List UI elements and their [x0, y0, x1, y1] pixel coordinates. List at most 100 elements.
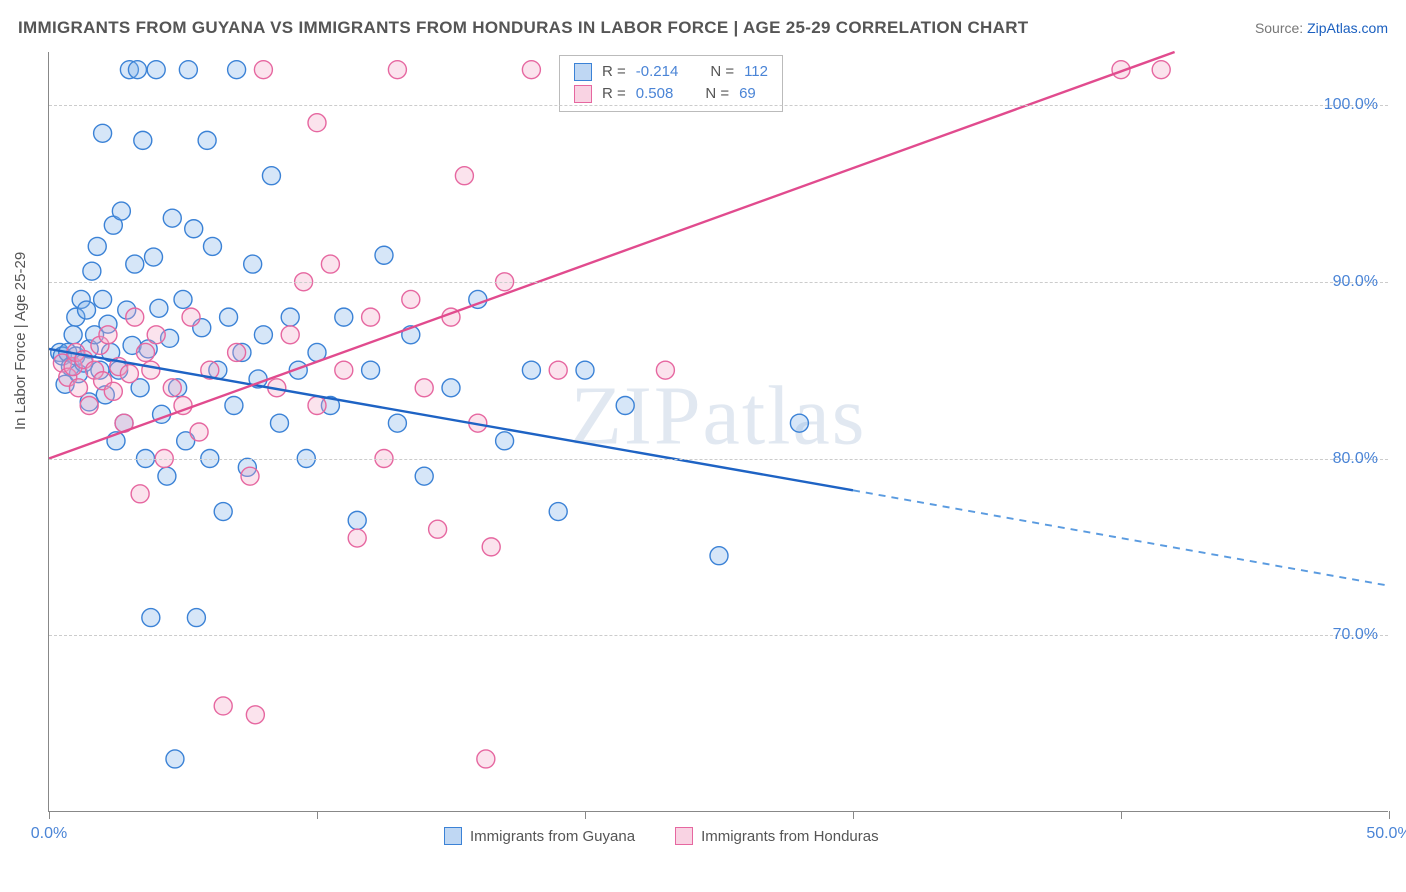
scatter-point [163, 209, 181, 227]
source-label: Source: [1255, 20, 1303, 36]
swatch-honduras-icon [574, 85, 592, 103]
scatter-point [150, 299, 168, 317]
n-label: N = [705, 83, 729, 105]
scatter-point [104, 382, 122, 400]
source-attribution: Source: ZipAtlas.com [1255, 20, 1388, 36]
scatter-point [225, 396, 243, 414]
scatter-point [442, 379, 460, 397]
scatter-point [142, 609, 160, 627]
scatter-point [228, 343, 246, 361]
scatter-point [83, 262, 101, 280]
scatter-point [158, 467, 176, 485]
scatter-point [388, 61, 406, 79]
xtick [1389, 811, 1390, 819]
scatter-point [477, 750, 495, 768]
scatter-point [185, 220, 203, 238]
ytick-label: 90.0% [1333, 273, 1378, 291]
scatter-point [120, 365, 138, 383]
scatter-point [112, 202, 130, 220]
scatter-point [99, 326, 117, 344]
scatter-point [362, 308, 380, 326]
scatter-point [94, 290, 112, 308]
scatter-point [214, 503, 232, 521]
n-value-honduras: 69 [739, 83, 756, 105]
scatter-point [254, 326, 272, 344]
r-value-guyana: -0.214 [636, 61, 679, 83]
legend-row-guyana: R = -0.214 N = 112 [574, 61, 768, 83]
xtick [317, 811, 318, 819]
r-label: R = [602, 61, 626, 83]
legend-item-honduras: Immigrants from Honduras [675, 827, 879, 845]
legend-label-guyana: Immigrants from Guyana [470, 828, 635, 845]
xtick [49, 811, 50, 819]
xtick-label: 50.0% [1366, 825, 1406, 843]
ytick-label: 70.0% [1333, 626, 1378, 644]
scatter-point [254, 61, 272, 79]
scatter-point [134, 131, 152, 149]
scatter-point [335, 308, 353, 326]
trend-line [49, 52, 1175, 459]
scatter-point [1152, 61, 1170, 79]
r-value-honduras: 0.508 [636, 83, 674, 105]
n-label: N = [710, 61, 734, 83]
scatter-point [64, 326, 82, 344]
scatter-point [220, 308, 238, 326]
gridline [49, 105, 1388, 106]
scatter-point [246, 706, 264, 724]
scatter-point [78, 301, 96, 319]
scatter-point [402, 290, 420, 308]
scatter-point [415, 467, 433, 485]
swatch-guyana-icon [444, 827, 462, 845]
scatter-point [710, 547, 728, 565]
scatter-point [522, 61, 540, 79]
scatter-point [375, 246, 393, 264]
scatter-point [244, 255, 262, 273]
scatter-point [182, 308, 200, 326]
scatter-point [522, 361, 540, 379]
scatter-point [656, 361, 674, 379]
correlation-legend: R = -0.214 N = 112 R = 0.508 N = 69 [559, 55, 783, 112]
scatter-point [348, 529, 366, 547]
scatter-point [281, 326, 299, 344]
r-label: R = [602, 83, 626, 105]
scatter-point [262, 167, 280, 185]
scatter-point [94, 124, 112, 142]
gridline [49, 282, 1388, 283]
page-title: IMMIGRANTS FROM GUYANA VS IMMIGRANTS FRO… [18, 18, 1028, 38]
scatter-point [549, 361, 567, 379]
scatter-point [198, 131, 216, 149]
scatter-point [496, 432, 514, 450]
n-value-guyana: 112 [744, 61, 768, 83]
scatter-point [145, 248, 163, 266]
scatter-point [415, 379, 433, 397]
xtick [585, 811, 586, 819]
chart-svg [49, 52, 1388, 811]
scatter-point [455, 167, 473, 185]
scatter-point [80, 396, 98, 414]
legend-row-honduras: R = 0.508 N = 69 [574, 83, 768, 105]
legend-label-honduras: Immigrants from Honduras [701, 828, 879, 845]
swatch-guyana-icon [574, 63, 592, 81]
series-legend: Immigrants from Guyana Immigrants from H… [444, 827, 879, 845]
scatter-point [166, 750, 184, 768]
scatter-point [214, 697, 232, 715]
scatter-point [69, 379, 87, 397]
scatter-point [228, 61, 246, 79]
xtick [1121, 811, 1122, 819]
scatter-point [147, 326, 165, 344]
legend-item-guyana: Immigrants from Guyana [444, 827, 635, 845]
scatter-point [308, 114, 326, 132]
source-link[interactable]: ZipAtlas.com [1307, 20, 1388, 36]
scatter-point [549, 503, 567, 521]
scatter-point [362, 361, 380, 379]
scatter-point [281, 308, 299, 326]
scatter-point [790, 414, 808, 432]
scatter-point [163, 379, 181, 397]
scatter-point [616, 396, 634, 414]
scatter-point [190, 423, 208, 441]
scatter-point [179, 61, 197, 79]
scatter-point [576, 361, 594, 379]
scatter-point [126, 308, 144, 326]
scatter-point [321, 255, 339, 273]
scatter-point [126, 255, 144, 273]
